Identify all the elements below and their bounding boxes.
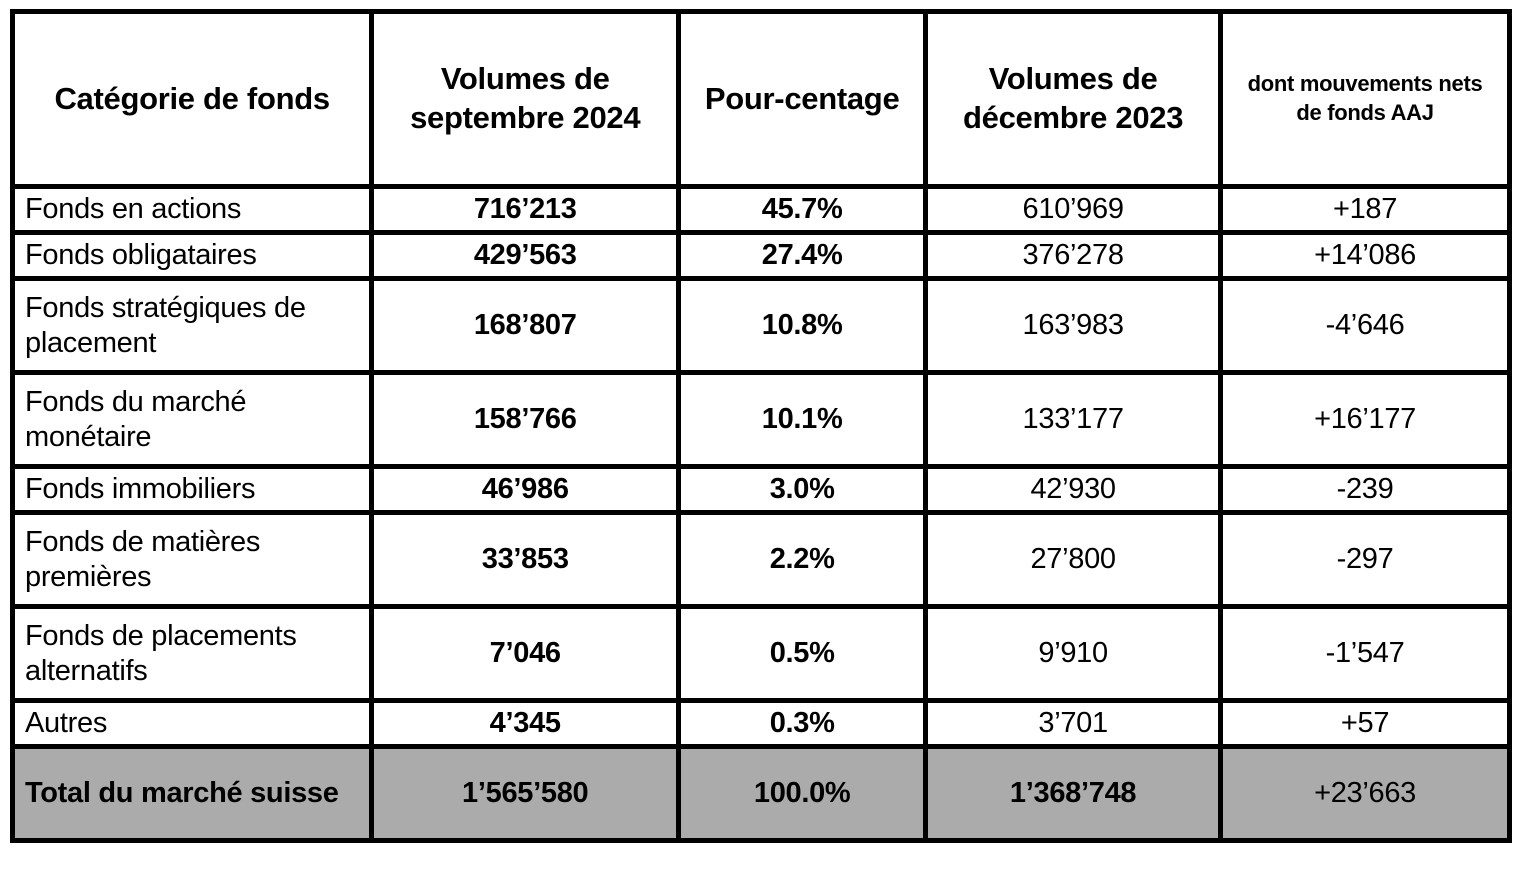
cell-volume-dec: 27’800	[923, 510, 1224, 609]
header-cell-percentage: Pour-centage	[676, 9, 929, 189]
cell-percentage: 27.4%	[676, 230, 929, 281]
cell-percentage: 0.5%	[676, 604, 929, 703]
cell-total-net-movement: +23’663	[1218, 744, 1512, 843]
cell-category: Fonds stratégiques de placement	[9, 276, 375, 375]
cell-volume-sep: 33’853	[369, 510, 682, 609]
header-cell-category: Catégorie de fonds	[9, 9, 375, 189]
cell-volume-sep: 7’046	[369, 604, 682, 703]
cell-category: Fonds en actions	[9, 184, 375, 235]
table-row: Fonds obligataires 429’563 27.4% 376’278…	[9, 230, 1512, 281]
cell-percentage: 10.8%	[676, 276, 929, 375]
cell-category: Autres	[9, 698, 375, 749]
cell-volume-dec: 3’701	[923, 698, 1224, 749]
total-row: Total du marché suisse 1’565’580 100.0% …	[9, 744, 1512, 843]
header-row: Catégorie de fonds Volumes de septembre …	[9, 9, 1512, 189]
cell-net-movement: +16’177	[1218, 370, 1512, 469]
cell-volume-dec: 376’278	[923, 230, 1224, 281]
cell-volume-sep: 4’345	[369, 698, 682, 749]
cell-volume-dec: 42’930	[923, 464, 1224, 515]
cell-percentage: 45.7%	[676, 184, 929, 235]
table-row: Fonds du marché monétaire 158’766 10.1% …	[9, 370, 1512, 469]
fund-volumes-table: Catégorie de fonds Volumes de septembre …	[9, 9, 1512, 843]
header-cell-volumes-sep-2024: Volumes de septembre 2024	[369, 9, 682, 189]
cell-total-volume-dec: 1’368’748	[923, 744, 1224, 843]
cell-volume-dec: 9’910	[923, 604, 1224, 703]
cell-volume-dec: 610’969	[923, 184, 1224, 235]
table-row: Fonds de placements alternatifs 7’046 0.…	[9, 604, 1512, 703]
table-row: Fonds stratégiques de placement 168’807 …	[9, 276, 1512, 375]
cell-net-movement: -239	[1218, 464, 1512, 515]
cell-total-percentage: 100.0%	[676, 744, 929, 843]
cell-category: Fonds obligataires	[9, 230, 375, 281]
cell-net-movement: -297	[1218, 510, 1512, 609]
cell-volume-sep: 158’766	[369, 370, 682, 469]
cell-volume-sep: 168’807	[369, 276, 682, 375]
cell-category: Fonds immobiliers	[9, 464, 375, 515]
cell-volume-dec: 133’177	[923, 370, 1224, 469]
cell-net-movement: +187	[1218, 184, 1512, 235]
cell-net-movement: +57	[1218, 698, 1512, 749]
cell-net-movement: +14’086	[1218, 230, 1512, 281]
header-cell-volumes-dec-2023: Volumes de décembre 2023	[923, 9, 1224, 189]
cell-volume-sep: 429’563	[369, 230, 682, 281]
cell-total-volume-sep: 1’565’580	[369, 744, 682, 843]
cell-volume-sep: 716’213	[369, 184, 682, 235]
cell-volume-dec: 163’983	[923, 276, 1224, 375]
table-row: Fonds en actions 716’213 45.7% 610’969 +…	[9, 184, 1512, 235]
header-cell-net-movements: dont mouvements nets de fonds AAJ	[1218, 9, 1512, 189]
cell-percentage: 10.1%	[676, 370, 929, 469]
cell-total-label: Total du marché suisse	[9, 744, 375, 843]
cell-net-movement: -1’547	[1218, 604, 1512, 703]
cell-category: Fonds de matières premières	[9, 510, 375, 609]
cell-volume-sep: 46’986	[369, 464, 682, 515]
table-row: Fonds de matières premières 33’853 2.2% …	[9, 510, 1512, 609]
cell-net-movement: -4’646	[1218, 276, 1512, 375]
table-row: Fonds immobiliers 46’986 3.0% 42’930 -23…	[9, 464, 1512, 515]
cell-category: Fonds du marché monétaire	[9, 370, 375, 469]
cell-category: Fonds de placements alternatifs	[9, 604, 375, 703]
table-row: Autres 4’345 0.3% 3’701 +57	[9, 698, 1512, 749]
cell-percentage: 3.0%	[676, 464, 929, 515]
cell-percentage: 0.3%	[676, 698, 929, 749]
cell-percentage: 2.2%	[676, 510, 929, 609]
